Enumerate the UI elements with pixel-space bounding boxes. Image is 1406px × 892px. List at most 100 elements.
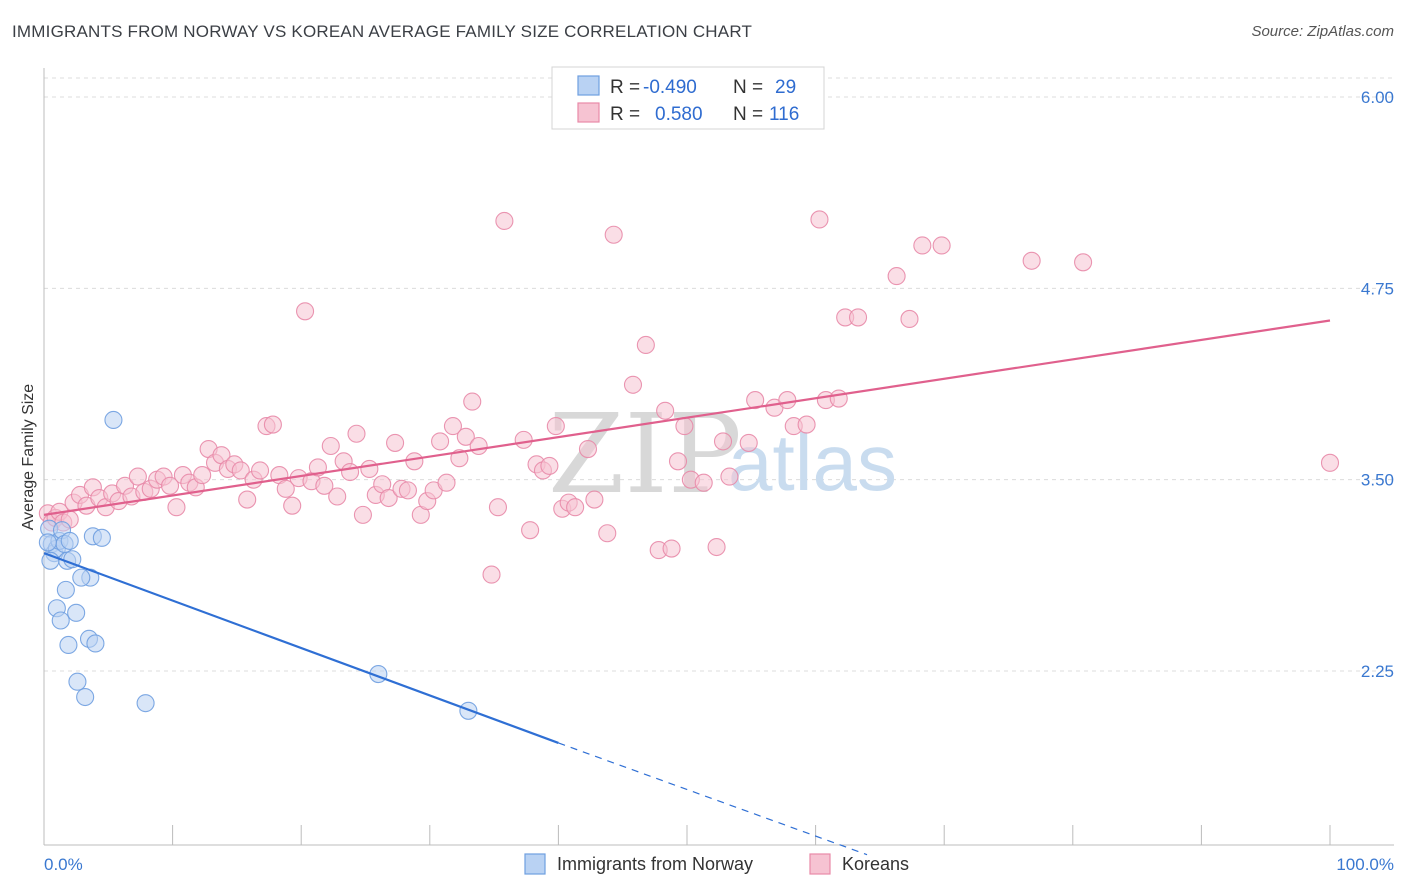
korean-point (1074, 253, 1093, 272)
korean-point (694, 473, 713, 492)
norway-point (104, 410, 123, 430)
norway-point (56, 580, 75, 599)
legend-swatch-koreans (577, 102, 600, 123)
norway-point (60, 531, 79, 550)
korean-point (636, 335, 655, 355)
legend-r-label-koreans: R = (610, 104, 640, 125)
korean-point (604, 225, 623, 244)
x-tick-label-start: 0.0% (44, 855, 83, 874)
y-tick-label: 3.50 (1361, 471, 1394, 490)
legend-bottom-label-koreans: Koreans (842, 854, 909, 874)
korean-point (662, 539, 681, 558)
korean-point (546, 417, 565, 436)
norway-points (38, 410, 478, 720)
norway-point (68, 672, 87, 691)
korean-point (656, 401, 675, 420)
korean-point (341, 462, 360, 482)
korean-point (128, 467, 147, 486)
korean-point (437, 473, 456, 492)
korean-point (829, 389, 848, 408)
korean-point (623, 375, 643, 394)
korean-point (932, 236, 951, 255)
trend-lines (43, 319, 1331, 856)
x-tick-label-end: 100.0% (1336, 855, 1394, 874)
korean-point (469, 436, 488, 456)
legend-top: R = -0.490 N = 29 R = 0.580 N = 116 (551, 66, 825, 130)
legend-n-label-koreans: N = (733, 104, 763, 125)
norway-point (59, 635, 78, 655)
norway-trend-extension (558, 742, 868, 856)
korean-point (578, 440, 598, 459)
norway-point (86, 634, 105, 653)
korean-point (1320, 453, 1340, 472)
watermark-atlas: atlas (728, 418, 897, 507)
korean-point (238, 490, 257, 509)
watermark-zip: ZIP (548, 390, 742, 518)
korean-point (463, 392, 482, 411)
korean-point (398, 481, 417, 500)
korean-point (283, 496, 302, 515)
norway-point (67, 603, 86, 622)
korean-point (276, 479, 295, 498)
legend-r-value-koreans: 0.580 (655, 104, 703, 125)
korean-point (521, 521, 540, 540)
axes (43, 68, 1394, 846)
korean-point (263, 415, 282, 434)
y-axis-label: Average Family Size (20, 384, 37, 531)
y-tick-label: 2.25 (1361, 662, 1394, 681)
norway-point (51, 611, 70, 630)
legend-bottom-swatch-koreans (809, 853, 831, 875)
korean-point (668, 452, 688, 471)
korean-point (431, 432, 450, 451)
korean-point (250, 461, 270, 480)
y-tick-labels: 2.25 3.50 4.75 6.00 (1361, 88, 1394, 681)
legend-bottom-label-norway: Immigrants from Norway (557, 854, 753, 874)
korean-point (540, 456, 559, 475)
legend-bottom: Immigrants from Norway Koreans (524, 853, 909, 875)
legend-n-value-koreans: 116 (769, 104, 799, 125)
legend-swatch-norway (577, 75, 600, 96)
korean-point (720, 467, 739, 486)
norway-point (136, 694, 155, 713)
korean-point (160, 476, 180, 495)
korean-point (778, 391, 797, 410)
korean-point (566, 498, 585, 517)
korean-point (386, 433, 405, 452)
korean-point (405, 452, 424, 471)
korean-point (231, 461, 250, 480)
korean-point (746, 391, 765, 410)
korean-point (707, 537, 726, 557)
korean-point (328, 487, 347, 506)
korean-point (739, 433, 758, 452)
chart-source: Source: ZipAtlas.com (1251, 23, 1394, 40)
korean-point (913, 236, 932, 255)
legend-n-value-norway: 29 (775, 77, 796, 98)
norway-point (63, 550, 82, 569)
korean-point (347, 424, 366, 443)
korean-point (379, 488, 398, 508)
korean-point (450, 449, 469, 468)
y-tick-label: 4.75 (1361, 279, 1394, 298)
legend-r-value-norway: -0.490 (643, 77, 697, 98)
watermark: ZIP atlas (548, 390, 897, 518)
norway-point (92, 528, 111, 547)
korean-point (1022, 251, 1041, 270)
korean-point (296, 302, 315, 321)
y-tick-label: 6.00 (1361, 88, 1394, 107)
korean-point (495, 211, 514, 231)
korean-point (713, 432, 733, 451)
korean-point (321, 436, 340, 456)
legend-bottom-swatch-norway (524, 853, 546, 875)
korean-point (193, 466, 212, 485)
korean-point (887, 267, 906, 286)
korean-point (900, 309, 919, 328)
legend-r-label-norway: R = (610, 77, 640, 98)
korean-trend-line (43, 319, 1331, 516)
norway-point (76, 687, 95, 707)
korean-points (38, 210, 1340, 584)
korean-point (443, 417, 462, 436)
korean-point (848, 308, 868, 327)
korean-point (675, 417, 694, 436)
norway-point (38, 533, 57, 552)
